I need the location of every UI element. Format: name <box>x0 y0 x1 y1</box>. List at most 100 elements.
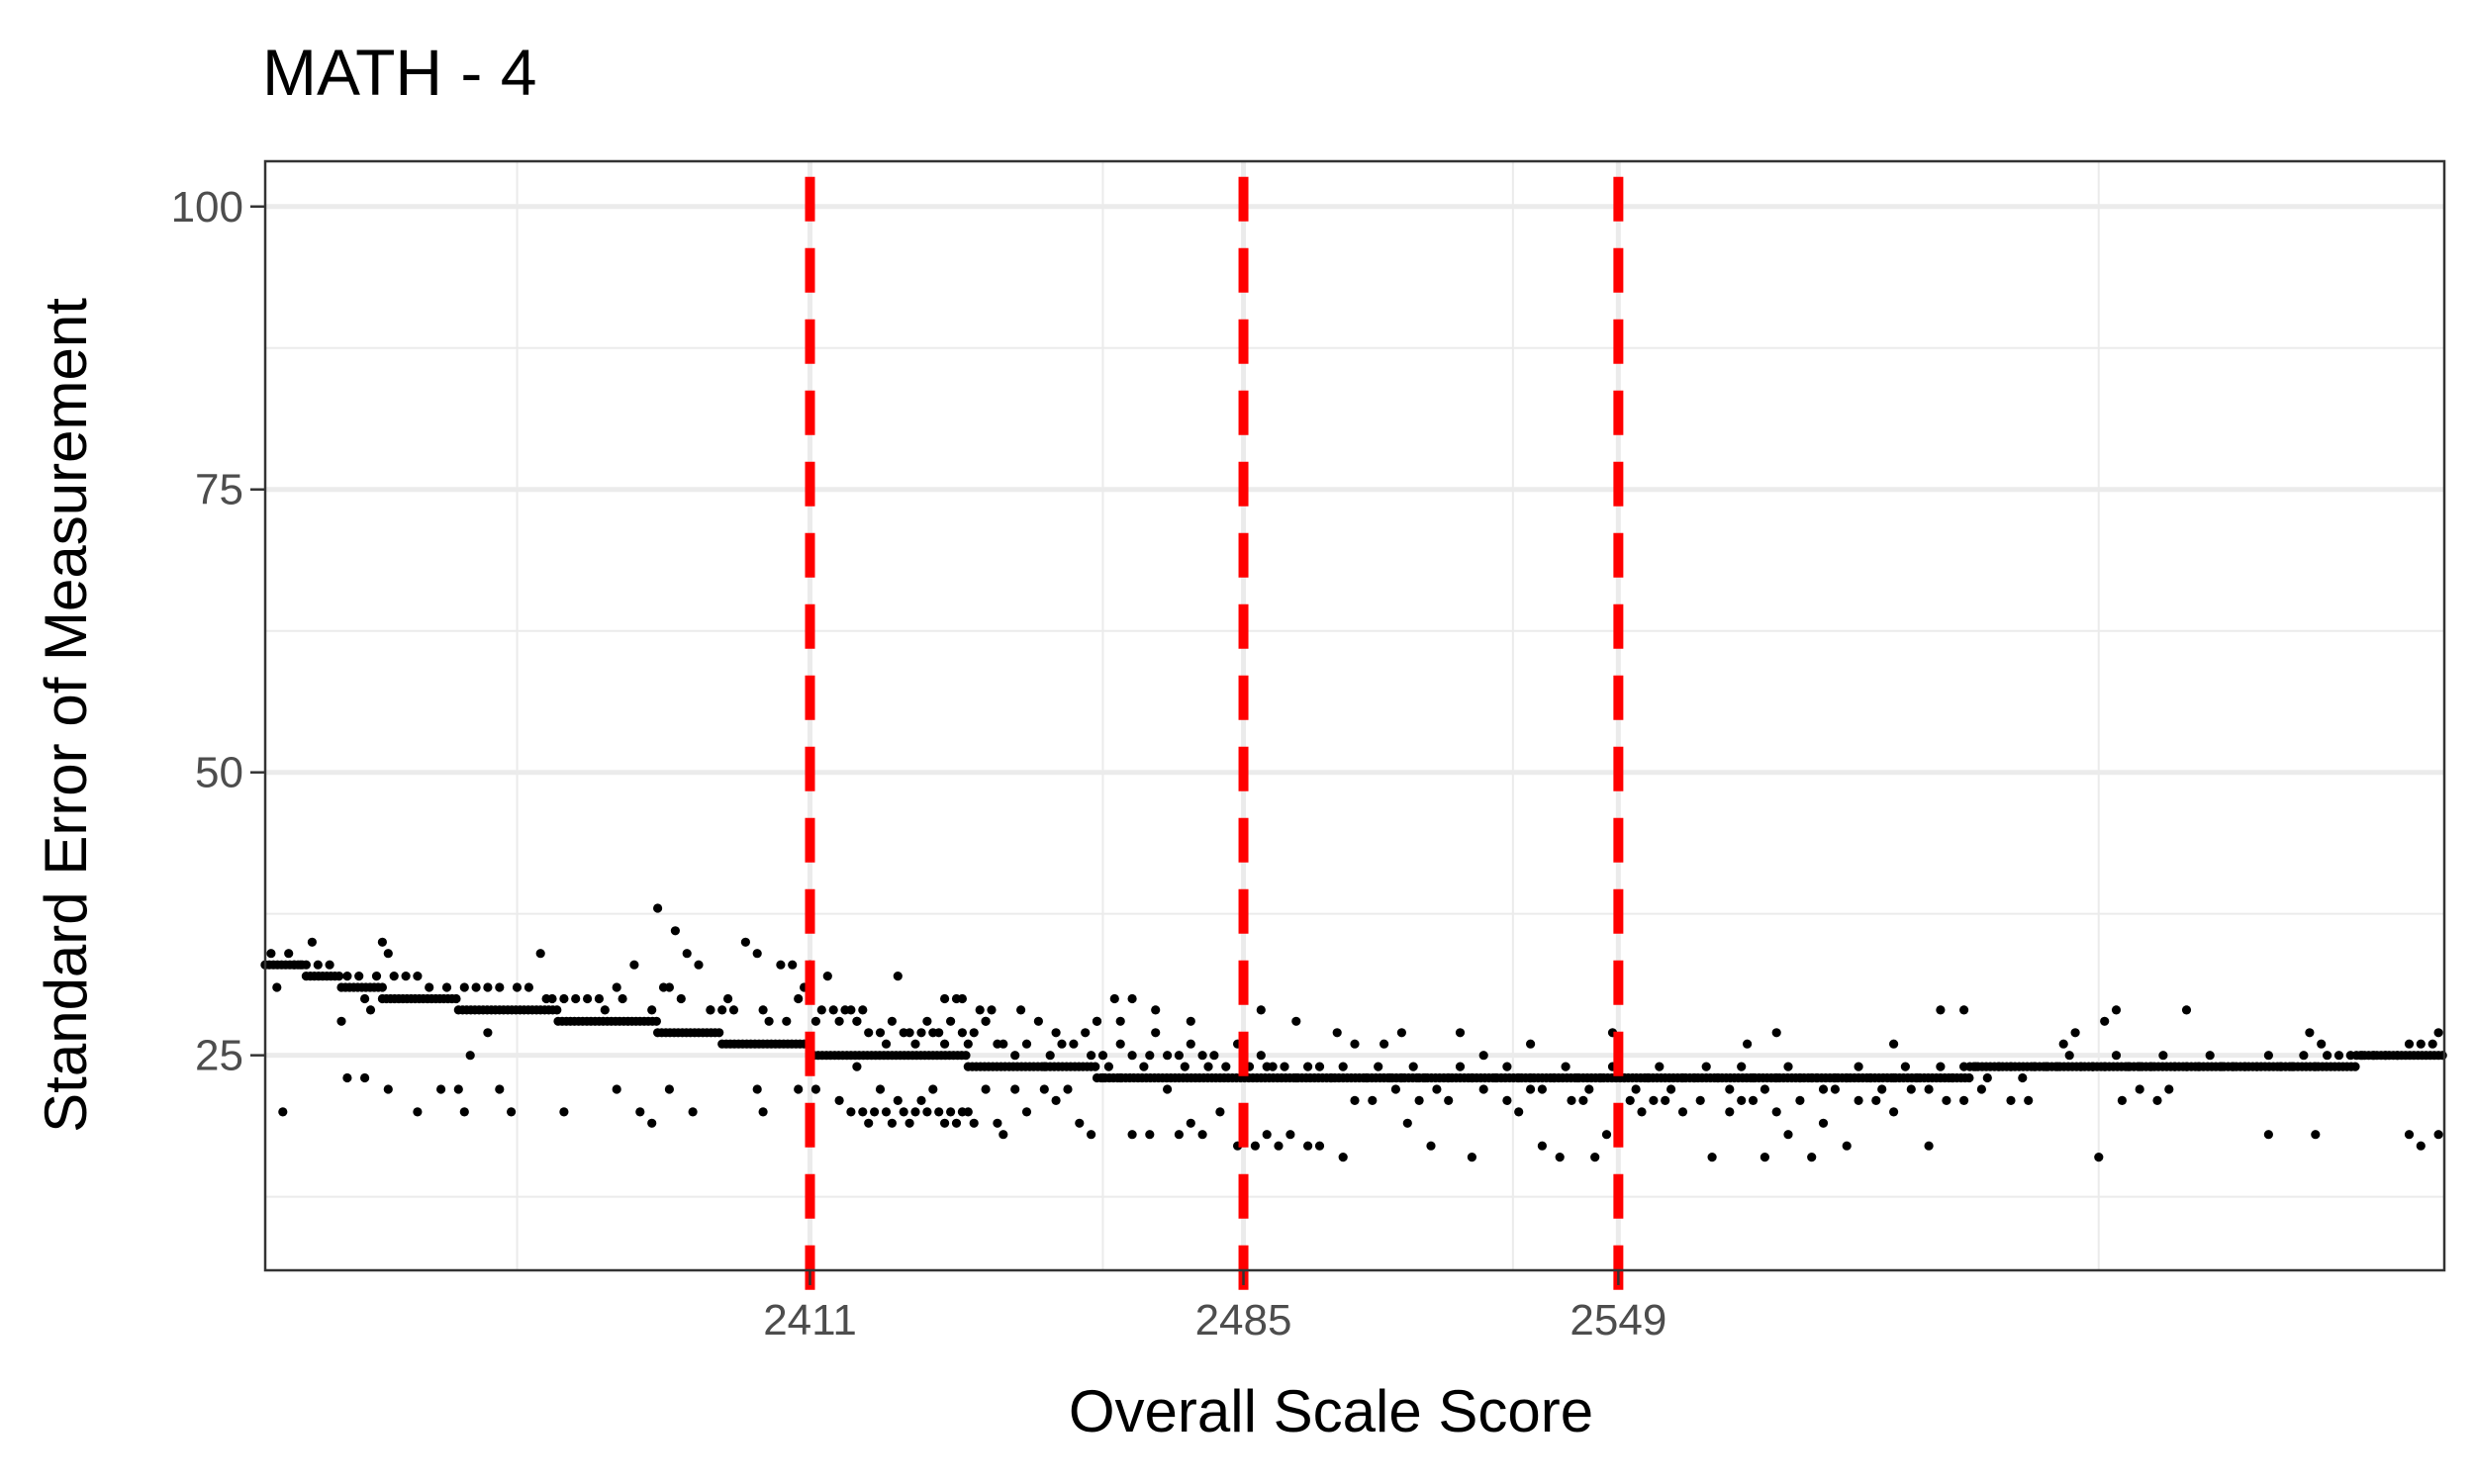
data-point <box>2416 1141 2426 1151</box>
data-point <box>1197 1051 1207 1061</box>
data-point <box>2287 1062 2297 1071</box>
data-point <box>377 982 387 992</box>
data-point <box>1016 1005 1026 1015</box>
data-point <box>1033 1016 1043 1026</box>
data-point <box>1526 1039 1536 1049</box>
data-point <box>1250 1141 1260 1151</box>
data-point <box>1502 1095 1512 1105</box>
data-point <box>1467 1072 1476 1083</box>
data-point <box>834 1016 844 1026</box>
data-point <box>864 1028 874 1038</box>
data-point <box>1414 1095 1424 1105</box>
data-point <box>723 993 733 1004</box>
data-point <box>1725 1084 1735 1094</box>
data-point <box>2369 1051 2379 1061</box>
data-point <box>1087 1130 1096 1140</box>
data-point <box>2006 1095 2016 1105</box>
data-point <box>2030 1062 2040 1071</box>
data-point <box>1677 1072 1688 1083</box>
data-point <box>2064 1051 2074 1061</box>
data-point <box>1103 1062 1113 1071</box>
data-point <box>999 1039 1008 1049</box>
data-point <box>1900 1062 1910 1071</box>
data-point <box>1889 1107 1899 1117</box>
data-point <box>1280 1062 1289 1071</box>
data-point <box>2433 1028 2443 1038</box>
data-point <box>1186 1118 1195 1128</box>
data-points <box>260 903 2447 1162</box>
data-point <box>2263 1051 2273 1061</box>
data-point <box>1889 1072 1899 1083</box>
data-point <box>752 949 762 959</box>
data-point <box>1262 1130 1272 1140</box>
data-point <box>2433 1130 2443 1140</box>
data-point <box>1526 1072 1536 1083</box>
data-point <box>2193 1062 2203 1071</box>
data-point <box>266 949 276 959</box>
data-point <box>916 1095 926 1105</box>
data-point <box>594 993 605 1004</box>
data-point <box>1444 1095 1454 1105</box>
data-point <box>946 1016 956 1026</box>
data-point <box>852 1062 862 1071</box>
data-point <box>1332 1028 1342 1038</box>
data-point <box>788 960 798 970</box>
data-point <box>459 982 469 992</box>
data-point <box>1514 1107 1524 1117</box>
data-point <box>1396 1028 1406 1038</box>
data-point <box>717 1005 727 1015</box>
data-point <box>2117 1095 2127 1105</box>
data-point <box>583 993 593 1004</box>
x-tick-label: 2485 <box>1195 1296 1292 1345</box>
data-point <box>981 1016 991 1026</box>
data-point <box>2404 1130 2415 1140</box>
data-point <box>1039 1062 1049 1071</box>
data-point <box>1455 1028 1466 1038</box>
data-point <box>453 1084 463 1094</box>
data-point <box>940 993 950 1004</box>
data-point <box>383 949 393 959</box>
data-point <box>2158 1051 2168 1061</box>
data-point <box>1127 993 1137 1004</box>
data-point <box>864 1118 874 1128</box>
data-point <box>2135 1062 2144 1071</box>
data-point <box>963 1039 973 1049</box>
data-point <box>714 1028 724 1038</box>
data-point <box>451 993 461 1004</box>
data-point <box>2100 1016 2110 1026</box>
data-point <box>2111 1051 2122 1061</box>
data-point <box>1743 1039 1753 1049</box>
data-point <box>1771 1072 1781 1083</box>
data-point <box>1936 1005 1946 1015</box>
data-point <box>495 982 505 992</box>
data-point <box>969 1118 979 1128</box>
data-point <box>957 993 968 1004</box>
data-point <box>1314 1141 1325 1151</box>
data-point <box>535 949 545 959</box>
data-point <box>782 1016 792 1026</box>
data-point <box>1097 1051 1108 1061</box>
x-tick-label: 2411 <box>763 1296 857 1345</box>
data-point <box>1390 1084 1400 1094</box>
data-point <box>1677 1107 1688 1117</box>
data-point <box>1285 1130 1295 1140</box>
data-point <box>1942 1095 1951 1105</box>
data-point <box>436 1084 446 1094</box>
data-point <box>810 1016 821 1026</box>
data-point <box>1326 1072 1336 1083</box>
x-tick-label: 2549 <box>1570 1296 1666 1345</box>
data-point <box>1338 1153 1348 1162</box>
data-point <box>2229 1062 2238 1071</box>
data-point <box>629 960 639 970</box>
data-point <box>1163 1051 1173 1061</box>
data-point <box>828 1005 838 1015</box>
data-point <box>1151 1005 1161 1015</box>
data-point <box>969 1028 979 1038</box>
data-point <box>910 1107 920 1117</box>
data-point <box>2317 1039 2327 1049</box>
data-point <box>875 1084 886 1094</box>
data-point <box>846 1005 856 1015</box>
data-point <box>336 1016 346 1026</box>
data-point <box>2006 1062 2016 1071</box>
